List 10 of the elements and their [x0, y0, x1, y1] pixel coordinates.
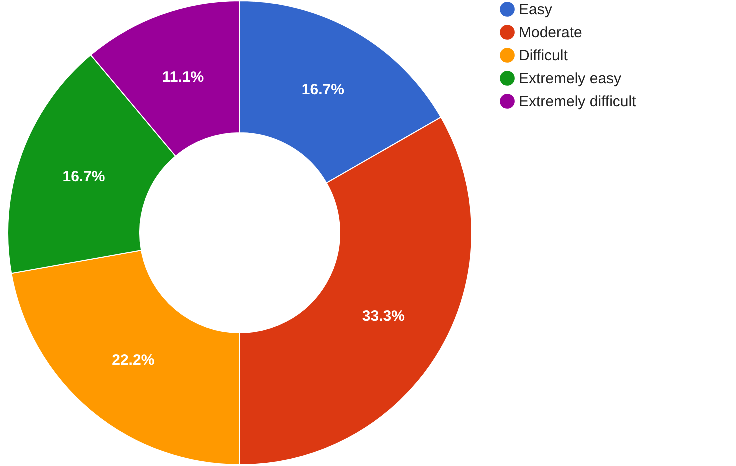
data-label: 16.7%	[62, 168, 106, 186]
data-label: 22.2%	[112, 352, 155, 370]
legend-label: Easy	[519, 2, 553, 18]
legend-label: Moderate	[519, 24, 582, 42]
data-label: 16.7%	[302, 81, 344, 98]
data-label: 11.1%	[162, 68, 204, 86]
legend-label: Difficult	[519, 48, 569, 64]
legend-label: Extremely easy	[519, 70, 622, 88]
data-label: 33.3%	[362, 308, 405, 326]
legend-label: Extremely difficult	[519, 94, 638, 110]
